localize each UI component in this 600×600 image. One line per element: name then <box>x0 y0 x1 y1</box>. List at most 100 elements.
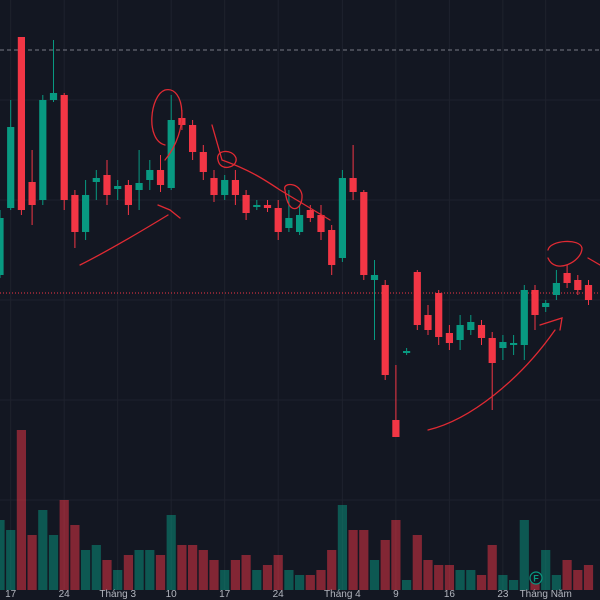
candle-body <box>221 180 229 195</box>
candle-body <box>349 178 357 192</box>
volume-bar <box>48 535 59 590</box>
volume-bar <box>412 535 422 590</box>
drawing <box>79 204 181 266</box>
candle-body <box>103 175 111 195</box>
candle-body <box>574 280 582 290</box>
volume-bar <box>188 545 198 590</box>
volume-bar <box>59 500 69 590</box>
candle-body <box>124 185 132 205</box>
volume-bar <box>551 575 561 590</box>
candle-body <box>71 195 79 232</box>
candle-body <box>156 170 165 185</box>
volume-bar <box>91 545 101 590</box>
drawing <box>284 183 303 210</box>
candle-body <box>306 210 314 218</box>
volume-bar <box>198 550 208 590</box>
volume-bar <box>273 555 283 590</box>
volume-bar <box>262 565 273 590</box>
volume-bar <box>220 570 230 590</box>
candle-body <box>60 95 68 200</box>
candle-body <box>189 125 197 152</box>
candle-body <box>253 205 261 207</box>
volume-bar <box>16 430 26 590</box>
candle-body <box>435 293 443 337</box>
drawing <box>547 240 583 267</box>
volume-bar <box>6 530 16 590</box>
drawing <box>587 257 600 266</box>
candle-body <box>328 230 336 265</box>
volume-bar <box>102 560 112 590</box>
candle-body <box>520 290 528 345</box>
volume-bar <box>519 520 529 590</box>
candle-body <box>296 215 304 232</box>
volume-bar <box>70 525 80 590</box>
volume-bar <box>113 570 123 590</box>
candle-body <box>210 178 218 195</box>
drawing <box>211 124 331 221</box>
volume-bar <box>123 555 133 590</box>
candle-body <box>17 37 25 210</box>
candle-body <box>82 195 90 232</box>
volume-bar <box>359 530 369 590</box>
drawing <box>151 89 183 161</box>
candle-body <box>403 351 411 353</box>
volume-bar <box>284 570 294 590</box>
volume-bar <box>509 580 519 590</box>
volume-bar <box>541 550 551 590</box>
volume-bar <box>337 505 347 590</box>
candle-body <box>28 182 36 205</box>
volume-bar <box>145 550 155 590</box>
volume-bar <box>498 575 508 590</box>
candle-body <box>7 127 15 208</box>
candle-body <box>584 285 593 300</box>
candle-body <box>510 343 518 345</box>
candle-body <box>467 322 475 330</box>
candle-body <box>274 208 282 232</box>
volume-bar <box>423 560 433 590</box>
candle-body <box>0 218 4 275</box>
volume-bar <box>348 530 358 590</box>
x-tick-label: Tháng 4 <box>324 589 361 600</box>
candle-body <box>135 183 143 190</box>
event-marker-label: F <box>533 574 539 584</box>
volume-bar <box>573 570 583 590</box>
volume-bar <box>434 565 444 590</box>
drawing <box>427 317 563 431</box>
time-axis: 17 24 Tháng 3 10 17 24 Tháng 4 9 16 23 Tháng Năm F <box>5 571 572 600</box>
candle-body <box>92 178 100 182</box>
volume-bar <box>583 565 594 590</box>
candle-body <box>263 205 272 208</box>
candles <box>0 37 593 437</box>
volume-bar <box>209 560 219 590</box>
x-tick-label: 23 <box>497 589 509 600</box>
volume-bar <box>476 575 487 590</box>
candle-body <box>114 186 122 189</box>
x-tick-label: 16 <box>444 589 456 600</box>
volume-bar <box>369 560 380 590</box>
candle-body <box>552 283 560 295</box>
volume-bar <box>466 570 476 590</box>
candle-body <box>39 100 47 200</box>
candle-body <box>49 93 58 100</box>
candle-body <box>317 215 325 232</box>
volume-bar <box>487 545 497 590</box>
volume-bar <box>155 555 166 590</box>
volume-pane <box>0 430 594 590</box>
candle-body <box>167 120 175 188</box>
volume-bar <box>455 570 465 590</box>
candle-body <box>231 180 239 195</box>
candle-body <box>445 333 453 343</box>
volume-bar <box>380 540 390 590</box>
candle-body <box>381 285 389 375</box>
candle-body <box>542 303 550 307</box>
x-tick-label: 17 <box>5 589 17 600</box>
candle-body <box>338 178 346 258</box>
candle-body <box>146 170 154 180</box>
candle-body <box>370 275 379 280</box>
volume-bar <box>562 560 572 590</box>
x-tick-label: 24 <box>273 589 285 600</box>
volume-bar <box>305 575 315 590</box>
candle-body <box>477 325 486 338</box>
